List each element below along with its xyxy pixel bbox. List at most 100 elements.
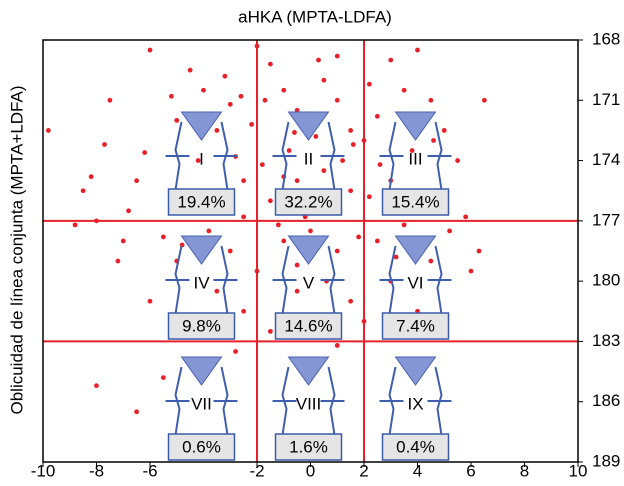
scatter-point <box>241 309 246 314</box>
scatter-point <box>348 299 353 304</box>
scatter-point <box>89 174 94 179</box>
scatter-point <box>228 102 233 107</box>
scatter-point <box>378 162 383 167</box>
chart-title: aHKA (MPTA-LDFA) <box>238 7 392 26</box>
scatter-point <box>94 383 99 388</box>
zone-name: IV <box>193 273 210 292</box>
joint-icon <box>182 236 222 264</box>
scatter-point <box>295 289 300 294</box>
zone-percent: 19.4% <box>177 192 225 211</box>
scatter-point <box>463 214 468 219</box>
scatter-point <box>116 259 121 264</box>
zone-name: VII <box>191 394 212 413</box>
joint-icon <box>289 357 329 385</box>
x-tick-label: 2 <box>359 461 368 480</box>
scatter-point <box>469 269 474 274</box>
zone-percent: 0.4% <box>396 437 435 456</box>
scatter-point <box>455 158 460 163</box>
y-tick-label: 174 <box>592 150 620 169</box>
scatter-point <box>148 48 153 53</box>
joint-icon <box>182 112 222 140</box>
scatter-point <box>367 82 372 87</box>
scatter-point <box>121 239 126 244</box>
scatter-point <box>276 222 281 227</box>
scatter-point <box>249 122 254 127</box>
scatter-point <box>148 299 153 304</box>
scatter-point <box>428 98 433 103</box>
scatter-point <box>313 134 318 139</box>
scatter-point <box>239 94 244 99</box>
scatter-point <box>335 54 340 59</box>
scatter-point <box>81 188 86 193</box>
scatter-point <box>321 78 326 83</box>
zone-percent: 0.6% <box>182 437 221 456</box>
zone-percent: 32.2% <box>284 192 332 211</box>
scatter-point <box>260 162 265 167</box>
scatter-point <box>223 74 228 79</box>
zone-name: VI <box>407 273 423 292</box>
scatter-point <box>73 222 78 227</box>
scatter-point <box>442 128 447 133</box>
x-tick-label: 4 <box>413 461 422 480</box>
scatter-point <box>402 88 407 93</box>
zone-percent: 1.6% <box>289 437 328 456</box>
scatter-point <box>206 229 211 234</box>
scatter-point <box>214 289 219 294</box>
zone-percent: 9.8% <box>182 316 221 335</box>
scatter-point <box>169 94 174 99</box>
zone-name: IX <box>407 394 423 413</box>
scatter-point <box>142 150 147 155</box>
joint-icon <box>289 236 329 264</box>
x-tick-label: -10 <box>31 461 56 480</box>
scatter-point <box>126 208 131 213</box>
scatter-point <box>308 229 313 234</box>
scatter-point <box>335 343 340 348</box>
scatter-point <box>335 98 340 103</box>
scatter-point <box>241 214 246 219</box>
y-tick-label: 180 <box>592 271 620 290</box>
scatter-point <box>161 235 166 240</box>
scatter-point <box>268 198 273 203</box>
scatter-point <box>356 235 361 240</box>
scatter-point <box>281 88 286 93</box>
scatter-point <box>263 98 268 103</box>
scatter-point <box>233 349 238 354</box>
zone-percent: 15.4% <box>391 192 439 211</box>
scatter-point <box>375 114 380 119</box>
scatter-point <box>375 239 380 244</box>
scatter-point <box>134 409 139 414</box>
scatter-point <box>228 249 233 254</box>
scatter-point <box>241 178 246 183</box>
scatter-point <box>431 138 436 143</box>
scatter-point <box>295 263 300 268</box>
y-tick-label: 168 <box>592 29 620 48</box>
page: {"chart_data": { "type": "scatter", "tit… <box>0 0 624 481</box>
zone-name: VIII <box>296 394 322 413</box>
joint-icon <box>182 357 222 385</box>
y-tick-label: 171 <box>592 90 620 109</box>
scatter-point <box>367 194 372 199</box>
scatter-point <box>161 375 166 380</box>
scatter-point <box>415 48 420 53</box>
zone-name: III <box>408 149 422 168</box>
scatter-point <box>477 249 482 254</box>
x-tick-label: 10 <box>569 461 588 480</box>
scatter-point <box>174 118 179 123</box>
zone-percent: 14.6% <box>284 316 332 335</box>
scatter-point <box>292 130 297 135</box>
scatter-point <box>188 68 193 73</box>
x-tick-label: 0 <box>306 461 315 480</box>
scatter-point <box>134 178 139 183</box>
joint-icon <box>396 357 436 385</box>
zone-name: I <box>199 149 204 168</box>
x-tick-label: -2 <box>249 461 264 480</box>
zone-percent: 7.4% <box>396 316 435 335</box>
zone-name: II <box>304 149 313 168</box>
scatter-point <box>316 58 321 63</box>
scatter-point <box>287 148 292 153</box>
scatter-point <box>268 329 273 334</box>
scatter-point <box>201 88 206 93</box>
scatter-point <box>428 259 433 264</box>
y-tick-label: 177 <box>592 210 620 229</box>
chart: aHKA (MPTA-LDFA) Oblicuidad de línea con… <box>0 0 624 481</box>
